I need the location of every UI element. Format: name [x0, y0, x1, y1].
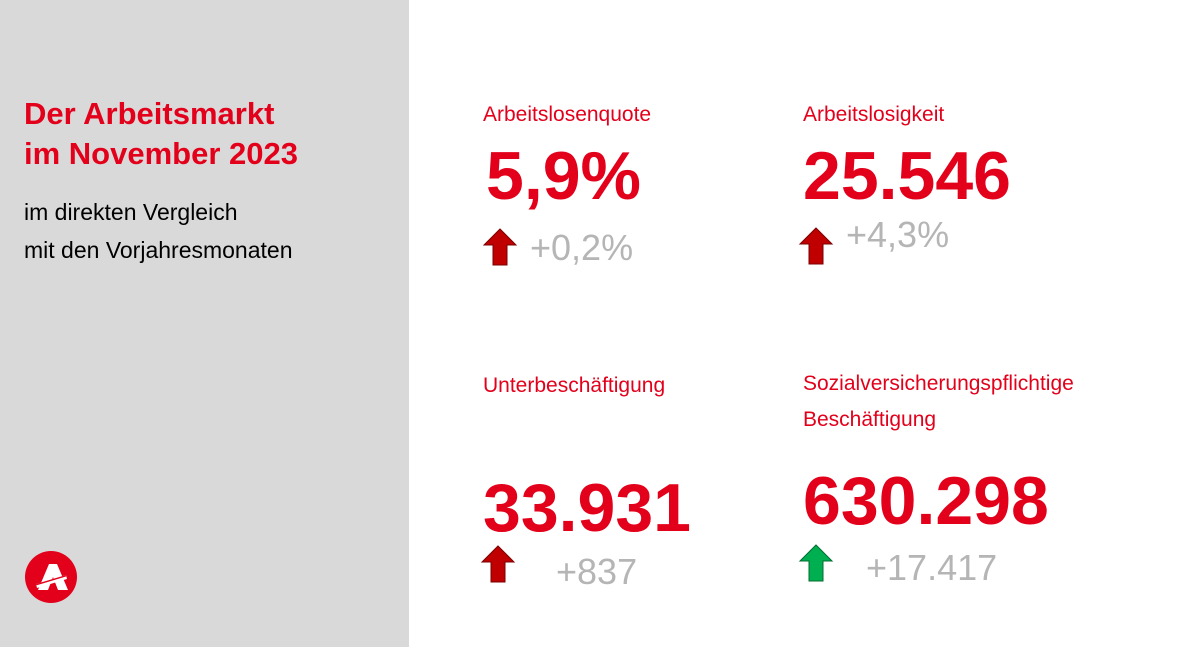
- arrow-up-red-icon: [482, 228, 518, 266]
- page-title: Der Arbeitsmarkt im November 2023: [24, 94, 394, 174]
- kpi-value-unterbeschaeftigung: 33.931: [483, 470, 691, 546]
- arrow-up-red-icon: [480, 545, 516, 583]
- page-subtitle: im direkten Vergleich mit den Vorjahresm…: [24, 193, 394, 269]
- title-line: Der Arbeitsmarkt: [24, 96, 275, 131]
- kpi-change-arbeitslosigkeit: +4,3%: [846, 214, 950, 255]
- kpi-change-sv-beschaeftigung: +17.417: [866, 547, 998, 588]
- kpi-value-arbeitslosigkeit: 25.546: [803, 138, 1011, 214]
- subtitle-line: im direkten Vergleich: [24, 199, 238, 225]
- kpi-label-unterbeschaeftigung: Unterbeschäftigung: [483, 374, 666, 397]
- kpi-label-line: Beschäftigung: [803, 408, 937, 431]
- kpi-label-line: Sozialversicherungspflichtige: [803, 372, 1074, 395]
- kpi-label-arbeitslosigkeit: Arbeitslosigkeit: [803, 103, 945, 126]
- kpi-change-unterbeschaeftigung: +837: [556, 551, 638, 592]
- kpi-change-arbeitslosenquote: +0,2%: [530, 227, 634, 268]
- arrow-up-red-icon: [798, 227, 834, 265]
- subtitle-line: mit den Vorjahresmonaten: [24, 237, 293, 263]
- bundesagentur-logo-icon: [25, 551, 77, 603]
- title-line: im November 2023: [24, 136, 298, 171]
- kpi-value-sv-beschaeftigung: 630.298: [803, 463, 1049, 539]
- kpi-label-arbeitslosenquote: Arbeitslosenquote: [483, 103, 652, 126]
- kpi-label-sv-beschaeftigung: Sozialversicherungspflichtige Beschäftig…: [803, 366, 1074, 438]
- kpi-value-arbeitslosenquote: 5,9%: [486, 138, 641, 214]
- arrow-up-green-icon: [798, 544, 834, 582]
- sidebar-panel: Der Arbeitsmarkt im November 2023 im dir…: [0, 0, 409, 647]
